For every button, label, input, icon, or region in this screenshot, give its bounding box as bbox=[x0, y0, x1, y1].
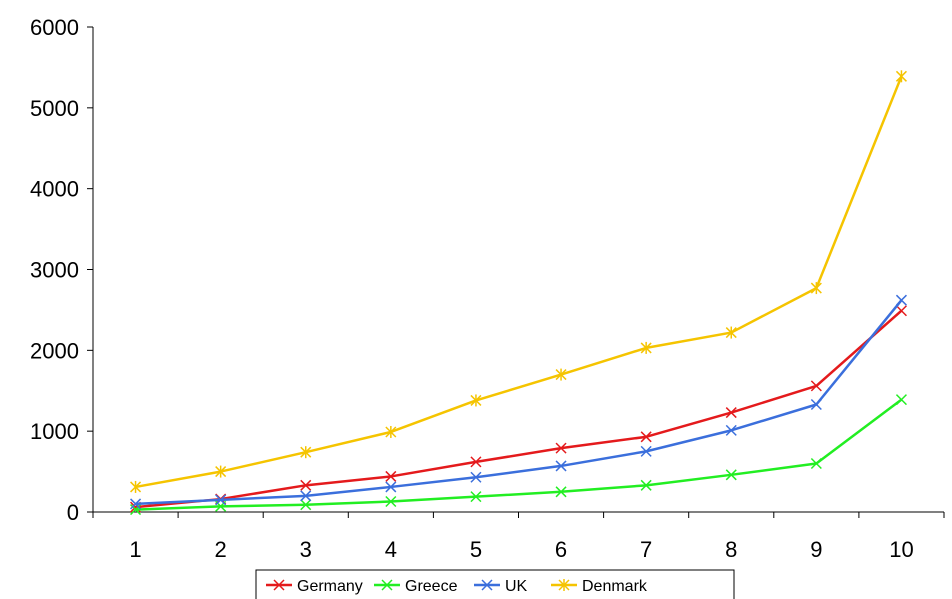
x-axis-ticks: 1 2 3 4 5 6 7 8 9 10 bbox=[92, 512, 945, 562]
legend-label: Germany bbox=[297, 578, 363, 595]
x-tick-label: 4 bbox=[385, 537, 397, 562]
x-tick-label: 7 bbox=[640, 537, 652, 562]
legend: Germany Greece UK Denmark bbox=[255, 569, 735, 599]
data-point-denmark bbox=[555, 368, 567, 381]
data-point-denmark bbox=[895, 70, 907, 83]
data-point-germany bbox=[385, 470, 397, 482]
data-point-uk bbox=[470, 471, 482, 483]
legend-marker bbox=[381, 579, 393, 591]
legend-marker bbox=[481, 579, 493, 591]
legend-marker bbox=[273, 579, 285, 591]
data-point-uk bbox=[130, 498, 142, 510]
data-point-germany bbox=[725, 407, 737, 419]
data-point-germany bbox=[300, 479, 312, 491]
data-point-uk bbox=[895, 294, 907, 306]
series-line bbox=[135, 299, 903, 506]
x-tick-label: 6 bbox=[555, 537, 567, 562]
data-point-greece bbox=[640, 479, 652, 491]
data-point-germany bbox=[810, 380, 822, 392]
y-tick-label: 2000 bbox=[30, 338, 79, 363]
x-tick-label: 1 bbox=[129, 537, 141, 562]
data-point-denmark bbox=[810, 282, 822, 295]
data-point-germany bbox=[895, 305, 907, 317]
legend-label: Greece bbox=[405, 578, 458, 595]
legend-item-greece: Greece bbox=[374, 578, 458, 595]
data-point-germany bbox=[470, 456, 482, 468]
data-point-uk bbox=[640, 445, 652, 457]
legend-item-denmark: Denmark bbox=[551, 578, 648, 595]
y-tick-label: 0 bbox=[67, 500, 79, 525]
data-point-uk bbox=[300, 490, 312, 502]
x-tick-label: 2 bbox=[215, 537, 227, 562]
data-point-greece bbox=[300, 499, 312, 511]
data-point-greece bbox=[385, 495, 397, 508]
series-uk bbox=[130, 294, 907, 510]
x-tick-label: 10 bbox=[889, 537, 913, 562]
data-point-denmark bbox=[215, 465, 227, 478]
x-tick-label: 8 bbox=[725, 537, 737, 562]
data-point-uk bbox=[385, 481, 397, 493]
data-point-denmark bbox=[470, 394, 482, 407]
y-tick-label: 5000 bbox=[30, 96, 79, 121]
x-tick-label: 5 bbox=[470, 537, 482, 562]
data-point-uk bbox=[725, 424, 737, 436]
data-point-greece bbox=[895, 394, 907, 406]
legend-marker bbox=[558, 579, 570, 591]
data-point-greece bbox=[725, 469, 737, 481]
axes bbox=[92, 27, 944, 513]
data-point-greece bbox=[555, 486, 567, 498]
data-point-greece bbox=[470, 491, 482, 503]
data-point-greece bbox=[810, 457, 822, 470]
data-point-denmark bbox=[130, 480, 142, 493]
y-tick-label: 6000 bbox=[30, 15, 79, 40]
data-point-denmark bbox=[640, 341, 652, 354]
data-point-denmark bbox=[385, 425, 397, 438]
series-line bbox=[135, 75, 903, 489]
series-layer bbox=[130, 70, 907, 516]
data-point-denmark bbox=[300, 446, 312, 459]
legend-item-uk: UK bbox=[474, 578, 528, 595]
x-tick-label: 9 bbox=[810, 537, 822, 562]
data-point-uk bbox=[215, 494, 227, 506]
y-tick-label: 1000 bbox=[30, 419, 79, 444]
y-tick-label: 3000 bbox=[30, 258, 79, 283]
legend-label: UK bbox=[505, 578, 528, 595]
data-point-denmark bbox=[725, 326, 737, 339]
y-tick-label: 4000 bbox=[30, 177, 79, 202]
data-point-uk bbox=[555, 460, 567, 472]
y-axis-ticks: 0 1000 2000 3000 4000 5000 6000 bbox=[30, 15, 93, 525]
data-point-uk bbox=[810, 398, 822, 411]
legend-item-germany: Germany bbox=[266, 578, 363, 595]
x-tick-label: 3 bbox=[300, 537, 312, 562]
series-line bbox=[135, 398, 903, 511]
series-line bbox=[135, 309, 903, 509]
legend-label: Denmark bbox=[582, 578, 648, 595]
series-denmark bbox=[130, 70, 907, 493]
data-point-germany bbox=[555, 442, 567, 454]
series-germany bbox=[130, 305, 907, 513]
data-point-germany bbox=[640, 431, 652, 443]
